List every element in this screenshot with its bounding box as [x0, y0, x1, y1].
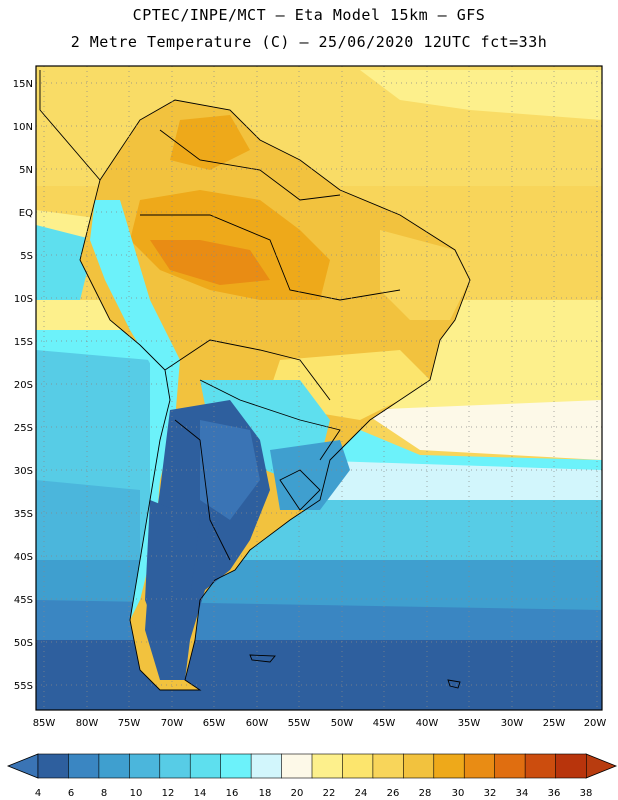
lat-label: 20S	[14, 380, 33, 391]
lat-label: 15N	[13, 79, 33, 90]
colorbar-label: 14	[194, 788, 207, 799]
lat-label: 35S	[14, 509, 33, 520]
colorbar-label: 20	[291, 788, 304, 799]
colorbar-label: 36	[548, 788, 561, 799]
colorbar-label: 28	[419, 788, 432, 799]
lon-label: 25W	[543, 718, 566, 729]
lon-label: 55W	[288, 718, 311, 729]
colorbar-label: 12	[162, 788, 175, 799]
lon-label: 50W	[331, 718, 354, 729]
colorbar-cell	[463, 753, 496, 779]
latitude-labels: 15N 10N 5N EQ 5S 10S 15S 20S 25S 30S 35S…	[13, 79, 33, 692]
colorbar-label: 18	[259, 788, 272, 799]
colorbar-label: 38	[580, 788, 593, 799]
lat-label: 15S	[14, 337, 33, 348]
colorbar-label: 16	[226, 788, 239, 799]
lon-label: 20W	[584, 718, 607, 729]
lon-label: 75W	[118, 718, 141, 729]
lon-label: 30W	[501, 718, 524, 729]
colorbar-cell	[189, 753, 222, 779]
lat-label: 55S	[14, 681, 33, 692]
colorbar-cell	[342, 753, 374, 779]
lat-label: 25S	[14, 423, 33, 434]
colorbar-label: 8	[101, 788, 107, 799]
lat-label: 5N	[19, 165, 33, 176]
lon-label: 40W	[416, 718, 439, 729]
colorbar-cell	[433, 753, 465, 779]
colorbar-label: 24	[355, 788, 368, 799]
colorbar-label: 26	[387, 788, 400, 799]
colorbar-label: 30	[452, 788, 465, 799]
lat-label: 10S	[14, 294, 33, 305]
lat-label: 40S	[14, 552, 33, 563]
map-frame	[35, 65, 603, 711]
colorbar-cell	[250, 753, 283, 779]
colorbar-cell	[159, 753, 191, 779]
lon-label: 45W	[373, 718, 396, 729]
colorbar-cell	[494, 753, 526, 779]
colorbar-cell	[68, 753, 100, 779]
colorbar-label: 4	[35, 788, 41, 799]
lon-label: 35W	[458, 718, 481, 729]
lon-label: 60W	[246, 718, 269, 729]
lat-label: 30S	[14, 466, 33, 477]
map-subtitle: 2 Metre Temperature (C) – 25/06/2020 12U…	[70, 33, 548, 51]
colorbar-label: 34	[516, 788, 529, 799]
lon-label: 65W	[203, 718, 226, 729]
coastline	[39, 70, 471, 691]
lat-label: EQ	[19, 208, 33, 219]
temperature-field	[36, 66, 602, 710]
colorbar-cell	[555, 753, 587, 779]
colorbar: 4 6 8 10 12 14 16 18 20 22 24 26 28 30 3…	[6, 753, 618, 799]
lat-label: 45S	[14, 595, 33, 606]
lon-label: 70W	[161, 718, 184, 729]
colorbar-cell	[220, 753, 252, 779]
map-title: CPTEC/INPE/MCT – Eta Model 15km – GFS	[132, 6, 486, 24]
lat-label: 10N	[13, 122, 33, 133]
colorbar-low-arrow	[6, 753, 39, 779]
lon-label: 85W	[33, 718, 56, 729]
colorbar-cell	[129, 753, 161, 779]
colorbar-high-arrow	[585, 753, 618, 779]
colorbar-cell	[281, 753, 313, 779]
colorbar-cell	[403, 753, 435, 779]
longitude-labels: 85W 80W 75W 70W 65W 60W 55W 50W 45W 40W …	[33, 718, 607, 729]
lat-label: 5S	[20, 251, 33, 262]
lat-label: 50S	[14, 638, 33, 649]
colorbar-label: 10	[130, 788, 143, 799]
colorbar-label: 22	[323, 788, 336, 799]
colorbar-cell	[98, 753, 130, 779]
colorbar-label: 6	[68, 788, 74, 799]
colorbar-cell	[37, 753, 70, 779]
colorbar-cell	[372, 753, 404, 779]
colorbar-cell	[311, 753, 344, 779]
colorbar-label: 32	[484, 788, 497, 799]
colorbar-cell	[524, 753, 557, 779]
lon-label: 80W	[76, 718, 99, 729]
